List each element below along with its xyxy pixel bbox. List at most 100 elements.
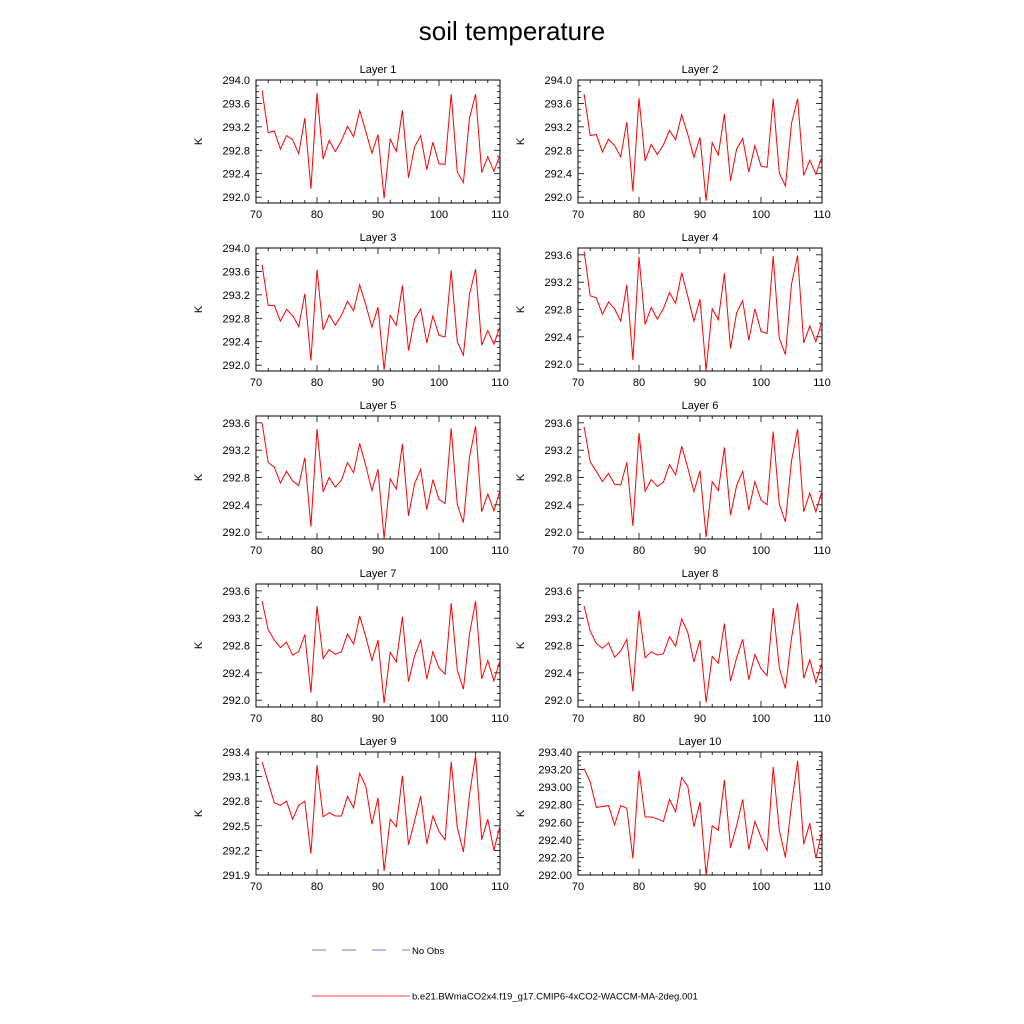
y-tick-label: 293.20	[538, 765, 572, 777]
x-tick-label: 100	[430, 209, 448, 221]
series-line-model-run	[583, 426, 823, 537]
x-tick-label: 100	[430, 713, 448, 725]
tick-marks	[255, 79, 501, 204]
y-tick-label: 292.60	[538, 817, 572, 829]
y-tick-label: 292.8	[222, 641, 250, 653]
y-tick-label: 292.4	[544, 500, 572, 512]
x-tick-label: 70	[250, 377, 262, 389]
tick-marks	[577, 583, 823, 708]
y-axis-label: K	[193, 641, 205, 649]
x-tick-label: 80	[633, 545, 645, 557]
x-tick-label: 110	[491, 209, 509, 221]
y-tick-label: 292.4	[222, 169, 250, 181]
x-tick-label: 80	[311, 209, 323, 221]
y-tick-label: 292.8	[222, 796, 250, 808]
panel-layer-5: Layer 5 K 70 80 90 100 110 292.0 292.4 292.8 293.2…	[193, 400, 509, 557]
y-tick-label: 292.4	[544, 169, 572, 181]
y-tick-label: 293.2	[544, 122, 572, 134]
x-tick-label: 90	[694, 713, 706, 725]
x-tick-label: 110	[813, 713, 831, 725]
x-tick-label: 90	[694, 545, 706, 557]
y-tick-label: 293.6	[544, 250, 572, 262]
panel-title: Layer 2	[682, 64, 719, 76]
y-axis-label: K	[515, 641, 527, 649]
x-tick-label: 100	[752, 209, 770, 221]
series-line-model-run	[261, 264, 501, 370]
x-tick-label: 80	[633, 209, 645, 221]
x-tick-label: 110	[491, 377, 509, 389]
y-tick-label: 293.1	[222, 772, 250, 784]
y-tick-label: 293.40	[538, 747, 572, 759]
x-tick-label: 80	[633, 377, 645, 389]
x-tick-label: 80	[633, 713, 645, 725]
x-tick-label: 80	[311, 377, 323, 389]
x-tick-label: 70	[572, 881, 584, 893]
x-tick-label: 70	[572, 209, 584, 221]
x-tick-label: 70	[250, 209, 262, 221]
x-tick-label: 100	[752, 545, 770, 557]
x-tick-label: 110	[813, 881, 831, 893]
y-tick-label: 292.4	[544, 332, 572, 344]
y-axis-label: K	[515, 809, 527, 817]
y-tick-label: 293.6	[222, 586, 250, 598]
y-tick-label: 293.2	[544, 445, 572, 457]
series-line-model-run	[261, 755, 501, 871]
x-tick-label: 70	[572, 377, 584, 389]
x-tick-label: 70	[572, 545, 584, 557]
x-tick-label: 70	[250, 881, 262, 893]
panel-layer-3: Layer 3 K 70 80 90 100 110 292.0 292.4 292.8 293.2…	[193, 232, 509, 389]
tick-marks	[255, 583, 501, 708]
y-tick-label: 292.4	[222, 668, 250, 680]
y-tick-label: 293.2	[222, 122, 250, 134]
y-axis-label: K	[193, 305, 205, 313]
x-tick-label: 100	[430, 377, 448, 389]
x-tick-label: 110	[813, 377, 831, 389]
y-tick-label: 293.6	[544, 98, 572, 110]
series-line-model-run	[583, 760, 823, 876]
figure-title: soil temperature	[419, 16, 605, 46]
panel-layer-2: Layer 2 K 70 80 90 100 110 292.0 292.4 292.8 293.2…	[515, 64, 831, 221]
plot-frame	[255, 79, 501, 204]
x-tick-label: 90	[372, 209, 384, 221]
y-tick-label: 294.0	[222, 243, 250, 255]
y-tick-label: 292.8	[544, 145, 572, 157]
series-line-model-run	[583, 94, 823, 201]
series-line-model-run	[583, 251, 823, 371]
series-line-model-run	[261, 600, 501, 703]
panel-title: Layer 5	[360, 400, 397, 412]
x-tick-label: 90	[694, 377, 706, 389]
x-tick-label: 110	[813, 545, 831, 557]
x-tick-label: 100	[430, 545, 448, 557]
legend-label-model-run: b.e21.BWmaCO2x4.f19_g17.CMIP6-4xCO2-WACC…	[412, 992, 698, 1003]
tick-marks	[577, 751, 823, 876]
panel-grid: Layer 1 K 70 80 90 100 110 292.0 292.4 292.8 293.2…	[193, 64, 831, 893]
y-tick-label: 293.6	[222, 98, 250, 110]
y-axis-label: K	[193, 137, 205, 145]
x-tick-label: 90	[694, 881, 706, 893]
y-tick-label: 293.2	[222, 290, 250, 302]
y-tick-label: 292.8	[544, 473, 572, 485]
x-tick-label: 100	[752, 881, 770, 893]
y-tick-label: 293.2	[544, 613, 572, 625]
plot-frame	[255, 751, 501, 876]
x-tick-label: 80	[633, 881, 645, 893]
x-tick-label: 80	[311, 545, 323, 557]
panel-title: Layer 3	[360, 232, 397, 244]
y-tick-label: 292.8	[544, 305, 572, 317]
y-tick-label: 292.0	[544, 359, 572, 371]
panel-layer-7: Layer 7 K 70 80 90 100 110 292.0 292.4 292.8 293.2…	[193, 568, 509, 725]
y-tick-label: 293.6	[544, 586, 572, 598]
panel-title: Layer 1	[360, 64, 397, 76]
x-tick-label: 110	[491, 545, 509, 557]
panel-layer-8: Layer 8 K 70 80 90 100 110 292.0 292.4 292.8 293.2…	[515, 568, 831, 725]
panel-layer-1: Layer 1 K 70 80 90 100 110 292.0 292.4 292.8 293.2…	[193, 64, 509, 221]
x-tick-label: 110	[491, 713, 509, 725]
y-tick-label: 292.4	[222, 500, 250, 512]
y-tick-label: 292.2	[222, 845, 250, 857]
tick-marks	[255, 751, 501, 876]
y-tick-label: 294.0	[222, 75, 250, 87]
y-tick-label: 292.4	[222, 337, 250, 349]
y-axis-label: K	[515, 137, 527, 145]
y-tick-label: 292.8	[222, 313, 250, 325]
